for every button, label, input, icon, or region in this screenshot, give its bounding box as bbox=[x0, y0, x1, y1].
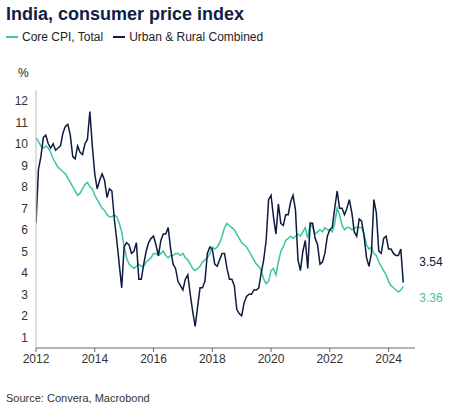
svg-text:12: 12 bbox=[15, 94, 29, 108]
html-text:Urban & Rural Combined: Urban & Rural Combined bbox=[129, 30, 264, 44]
svg-text:2016: 2016 bbox=[140, 352, 167, 366]
svg-text:7: 7 bbox=[21, 202, 28, 216]
svg-text:2022: 2022 bbox=[316, 352, 343, 366]
html-text:Source: Convera, Macrobond: Source: Convera, Macrobond bbox=[6, 392, 150, 404]
svg-text:2020: 2020 bbox=[258, 352, 285, 366]
svg-text:8: 8 bbox=[21, 180, 28, 194]
svg-text:4: 4 bbox=[21, 266, 28, 280]
svg-text:2014: 2014 bbox=[81, 352, 108, 366]
svg-text:1: 1 bbox=[21, 331, 28, 345]
svg-text:3.54: 3.54 bbox=[419, 255, 443, 269]
svg-text:3.36: 3.36 bbox=[419, 291, 443, 305]
svg-text:5: 5 bbox=[21, 245, 28, 259]
svg-text:2018: 2018 bbox=[199, 352, 226, 366]
html-text:Core CPI, Total: Core CPI, Total bbox=[22, 30, 104, 44]
svg-text:6: 6 bbox=[21, 223, 28, 237]
svg-text:3: 3 bbox=[21, 288, 28, 302]
svg-text:2: 2 bbox=[21, 309, 28, 323]
html-text:India, consumer price index: India, consumer price index bbox=[6, 4, 245, 24]
svg-text:9: 9 bbox=[21, 159, 28, 173]
svg-text:2012: 2012 bbox=[23, 352, 50, 366]
svg-text:11: 11 bbox=[16, 116, 29, 130]
svg-text:2024: 2024 bbox=[375, 352, 402, 366]
svg-text:10: 10 bbox=[15, 137, 29, 151]
